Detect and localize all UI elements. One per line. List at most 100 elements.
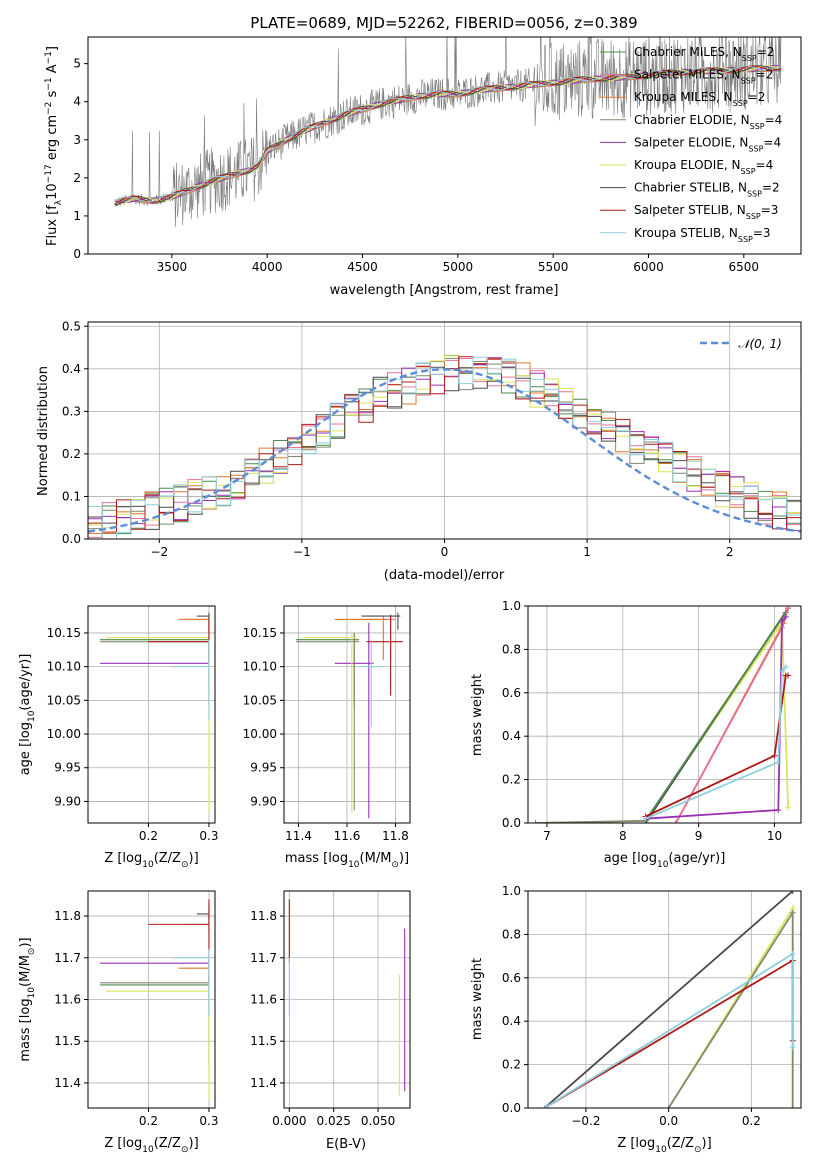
y-tick-label: 11.5 <box>250 1034 277 1048</box>
weight-z-ylabel: mass weight <box>470 958 485 1040</box>
plot-frame <box>87 605 216 824</box>
y-tick-label: 9.90 <box>54 794 81 808</box>
y-tick-label: 11.7 <box>54 951 81 965</box>
weight-age-xlabel: age [log10(age/yr)] <box>604 851 726 870</box>
weight-point <box>541 1105 548 1108</box>
model-spectrum-salpeter-miles <box>114 66 782 205</box>
weight-line-chabrier-elodie <box>535 607 789 823</box>
x-tick-label: 0.050 <box>361 1114 395 1128</box>
y-tick-label: 10.05 <box>243 693 277 707</box>
x-tick-label: −0.2 <box>571 1114 600 1128</box>
plot-frame <box>527 890 802 1109</box>
spectrum-ylabel: Flux [fλ10−17 erg cm−2 s−1 A−1] <box>44 46 64 246</box>
x-tick-label: 11.6 <box>334 829 361 843</box>
x-tick-label: 6500 <box>729 260 760 274</box>
y-tick-label: 0.2 <box>62 447 81 461</box>
weight-point <box>672 820 679 823</box>
age-mass-xlabel: mass [log10(M/M⊙)] <box>285 851 409 870</box>
y-tick-label: 9.90 <box>250 794 277 808</box>
y-tick-label: 10.10 <box>243 660 277 674</box>
y-tick-label: 0.8 <box>502 927 521 941</box>
y-tick-label: 1.0 <box>502 599 521 613</box>
y-tick-label: 0.4 <box>502 729 521 743</box>
weight-line-kroupa-stelib <box>645 666 787 820</box>
y-tick-label: 3 <box>73 133 81 147</box>
model-spectrum-chabrier-stelib <box>114 65 782 206</box>
y-tick-label: 11.6 <box>250 993 277 1007</box>
ebv-xlabel: E(B-V) <box>326 1137 366 1152</box>
x-tick-label: 5000 <box>443 260 474 274</box>
legend-entry: Kroupa STELIB, NSSP=3 <box>634 226 771 244</box>
y-tick-label: 1 <box>73 209 81 223</box>
weight-point <box>789 950 796 957</box>
x-tick-label: 0.025 <box>317 1114 351 1128</box>
mass-z-xlabel: Z [log10(Z/Z⊙)] <box>104 1136 198 1155</box>
weight-line-chabrier-miles <box>644 611 787 822</box>
y-tick-label: 10.05 <box>47 693 81 707</box>
weight-point <box>779 668 786 675</box>
y-tick-label: 0 <box>73 247 81 261</box>
weight-point <box>789 1044 796 1051</box>
legend-entry: Chabrier ELODIE, NSSP=4 <box>634 113 782 131</box>
x-tick-label: 2 <box>726 545 734 559</box>
y-tick-label: 0.0 <box>62 532 81 546</box>
plot-frame <box>283 605 411 824</box>
y-tick-label: 11.5 <box>54 1034 81 1048</box>
y-tick-label: 0.8 <box>502 642 521 656</box>
y-tick-label: 0.4 <box>62 362 81 376</box>
weight-point <box>785 672 792 679</box>
hist-kroupa-elodie <box>88 355 801 529</box>
legend-entry: Chabrier MILES, NSSP=2 <box>634 45 774 63</box>
y-tick-label: 10.15 <box>47 626 81 640</box>
residuals-ylabel: Normed distribution <box>36 366 51 496</box>
x-tick-label: 0.000 <box>272 1114 306 1128</box>
y-tick-label: 4 <box>73 95 81 109</box>
weight-point <box>779 618 786 625</box>
data-spectrum <box>114 37 782 227</box>
age-z-xlabel: Z [log10(Z/Z⊙)] <box>104 851 198 870</box>
age-z-errorbars <box>100 612 210 813</box>
spectrum-lines <box>114 37 782 227</box>
weight-point <box>532 820 539 823</box>
mass-ebv-errorbars <box>288 899 406 1096</box>
y-tick-label: 0.1 <box>62 489 81 503</box>
y-tick-label: 11.4 <box>250 1076 277 1090</box>
y-tick-label: 9.95 <box>54 761 81 775</box>
model-spectrum-salpeter-elodie <box>114 64 782 204</box>
weight-point <box>789 909 796 916</box>
x-tick-label: 1 <box>583 545 591 559</box>
legend-entry: Kroupa MILES, NSSP=2 <box>634 90 765 108</box>
mass-z-ylabel: mass [log10(M/M⊙)] <box>18 937 37 1061</box>
hist-kroupa-stelib <box>88 356 801 539</box>
weight-age-ylabel: mass weight <box>470 674 485 756</box>
weight-z-xlabel: Z [log10(Z/Z⊙)] <box>617 1136 711 1155</box>
y-tick-label: 0.0 <box>502 816 521 830</box>
x-tick-label: 0.2 <box>139 1114 158 1128</box>
plot-frame <box>527 605 802 824</box>
x-tick-label: 5500 <box>538 260 569 274</box>
spectrum-title: PLATE=0689, MJD=52262, FIBERID=0056, z=0… <box>250 14 637 32</box>
model-spectrum-salpeter-stelib <box>114 65 782 205</box>
x-tick-label: 11.8 <box>382 829 409 843</box>
weight-line-kroupa-elodie <box>535 621 789 823</box>
y-tick-label: 11.4 <box>54 1076 81 1090</box>
x-tick-label: 4000 <box>252 260 283 274</box>
weight-point <box>642 815 649 822</box>
age-z-ylabel: age [log10(age/yr)] <box>18 654 37 776</box>
normal-curve <box>88 368 801 533</box>
residuals-xlabel: (data-model)/error <box>384 568 505 583</box>
weight-point <box>789 1105 796 1108</box>
plot-frame <box>283 890 411 1109</box>
y-tick-label: 5 <box>73 57 81 71</box>
weight-point <box>775 806 782 813</box>
y-tick-label: 9.95 <box>250 761 277 775</box>
weight-line-salpeter-miles <box>675 607 789 823</box>
y-tick-label: 11.7 <box>250 951 277 965</box>
x-tick-label: 0.3 <box>199 1114 218 1128</box>
x-tick-label: 0.0 <box>659 1114 678 1128</box>
weight-point <box>782 613 789 620</box>
y-tick-label: 0.0 <box>502 1101 521 1115</box>
model-spectrum-chabrier-elodie <box>114 64 782 203</box>
